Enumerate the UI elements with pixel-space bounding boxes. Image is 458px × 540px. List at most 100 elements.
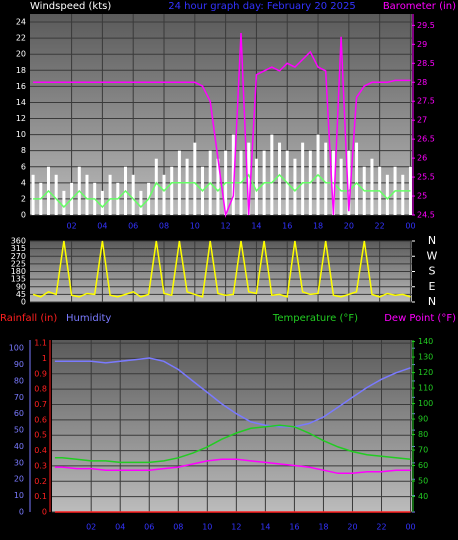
y-tick-label: 225 — [11, 259, 26, 268]
barometer-label: Barometer (in) — [383, 1, 456, 12]
y-tick-label: 0 — [42, 508, 47, 517]
x-tick-label: 22 — [376, 523, 386, 532]
y2-tick-label: 29 — [417, 40, 427, 49]
y3-tick-label: 10 — [14, 491, 24, 500]
gust-bar — [170, 166, 174, 215]
y2-tick-label: 29.5 — [417, 21, 435, 30]
y-tick-label: 90 — [16, 282, 26, 291]
gust-bar — [339, 158, 343, 215]
series-line — [54, 357, 411, 428]
x-tick-label: 18 — [318, 523, 328, 532]
x-tick-label: 08 — [173, 523, 183, 532]
y2-tick-label: N — [428, 295, 436, 308]
series-line — [33, 32, 411, 218]
gust-bar — [62, 190, 66, 215]
x-tick-label: 02 — [86, 523, 96, 532]
x-tick-label: 06 — [144, 523, 154, 532]
y2-tick-label: 27.5 — [417, 97, 435, 106]
x-tick-label: 16 — [289, 523, 299, 532]
gust-bar — [162, 174, 166, 215]
y-tick-label: 1 — [42, 354, 47, 363]
y2-tick-label: 120 — [418, 368, 433, 377]
gust-bar — [278, 142, 282, 215]
gust-bar — [85, 174, 89, 215]
gust-bar — [185, 158, 189, 215]
x-tick-label: 12 — [221, 222, 231, 231]
y-tick-label: 18 — [16, 66, 26, 75]
gust-bar — [247, 142, 251, 215]
dewpoint-label: Dew Point (°F) — [384, 313, 456, 324]
y-tick-label: 16 — [16, 82, 26, 91]
y-tick-label: 24 — [16, 18, 26, 27]
x-tick-label: 20 — [347, 523, 357, 532]
y-tick-label: 0.7 — [34, 400, 47, 409]
y2-tick-label: 70 — [418, 446, 428, 455]
series-line — [32, 240, 411, 298]
y2-tick-label: 130 — [418, 353, 433, 362]
y-tick-label: 0.8 — [34, 385, 47, 394]
x-tick-label: 14 — [251, 222, 261, 231]
gust-bar — [100, 190, 104, 215]
y2-tick-label: 80 — [418, 430, 428, 439]
y3-tick-label: 80 — [14, 376, 24, 385]
y2-tick-label: 24.5 — [417, 211, 435, 220]
y2-tick-label: 26.5 — [417, 135, 435, 144]
windspeed-label: Windspeed (kts) — [30, 1, 111, 12]
y-tick-label: 0.5 — [34, 431, 47, 440]
gust-bar — [231, 134, 235, 215]
x-tick-label: 02 — [66, 222, 76, 231]
y-tick-label: 0.2 — [34, 477, 47, 486]
gust-bar — [154, 158, 158, 215]
y3-tick-label: 50 — [14, 426, 24, 435]
gust-bar — [355, 142, 359, 215]
x-tick-label: 00 — [405, 222, 415, 231]
gust-bar — [370, 158, 374, 215]
x-tick-label: 16 — [282, 222, 292, 231]
y-tick-label: 315 — [11, 244, 26, 253]
gust-bar — [139, 190, 143, 215]
y3-tick-label: 30 — [14, 458, 24, 467]
y-tick-label: 0 — [21, 211, 26, 220]
series-line — [54, 458, 411, 475]
y2-tick-label: 60 — [418, 461, 428, 470]
rainfall-label: Rainfall (in) — [0, 313, 57, 324]
y-tick-label: 8 — [21, 146, 26, 155]
y-tick-label: 2 — [21, 194, 26, 203]
humidity-label: Humidity — [66, 313, 111, 324]
y2-tick-label: 110 — [418, 384, 433, 393]
y-tick-label: 6 — [21, 162, 26, 171]
y-tick-label: 1.1 — [34, 339, 47, 348]
y-tick-label: 45 — [16, 290, 26, 299]
y3-tick-label: 100 — [9, 344, 24, 353]
y-tick-label: 0.6 — [34, 415, 47, 424]
gust-bar — [401, 174, 405, 215]
gust-bar — [347, 150, 351, 215]
gust-bar — [216, 158, 220, 215]
y3-tick-label: 20 — [14, 475, 24, 484]
gust-bar — [54, 174, 58, 215]
y-tick-label: 0 — [21, 298, 26, 307]
series-line — [54, 424, 411, 464]
x-tick-label: 10 — [202, 523, 212, 532]
x-tick-label: 06 — [128, 222, 138, 231]
x-tick-label: 20 — [344, 222, 354, 231]
gust-bar — [293, 158, 297, 215]
x-tick-label: 00 — [405, 523, 415, 532]
y2-tick-label: E — [429, 280, 436, 293]
x-tick-label: 04 — [115, 523, 125, 532]
y-tick-label: 0.9 — [34, 369, 47, 378]
y3-tick-label: 0 — [19, 508, 24, 517]
y2-tick-label: W — [427, 249, 438, 262]
y3-tick-label: 90 — [14, 360, 24, 369]
y2-tick-label: 27 — [417, 116, 427, 125]
y-tick-label: 180 — [11, 267, 26, 276]
plot-area — [52, 340, 412, 512]
y2-tick-label: 25.5 — [417, 173, 435, 182]
gust-bar — [324, 142, 328, 215]
temperature-label: Temperature (°F) — [272, 313, 358, 324]
y2-tick-label: N — [428, 234, 436, 247]
y-tick-label: 12 — [16, 114, 26, 123]
y-tick-label: 0.1 — [34, 492, 47, 501]
y-tick-label: 14 — [16, 98, 26, 107]
